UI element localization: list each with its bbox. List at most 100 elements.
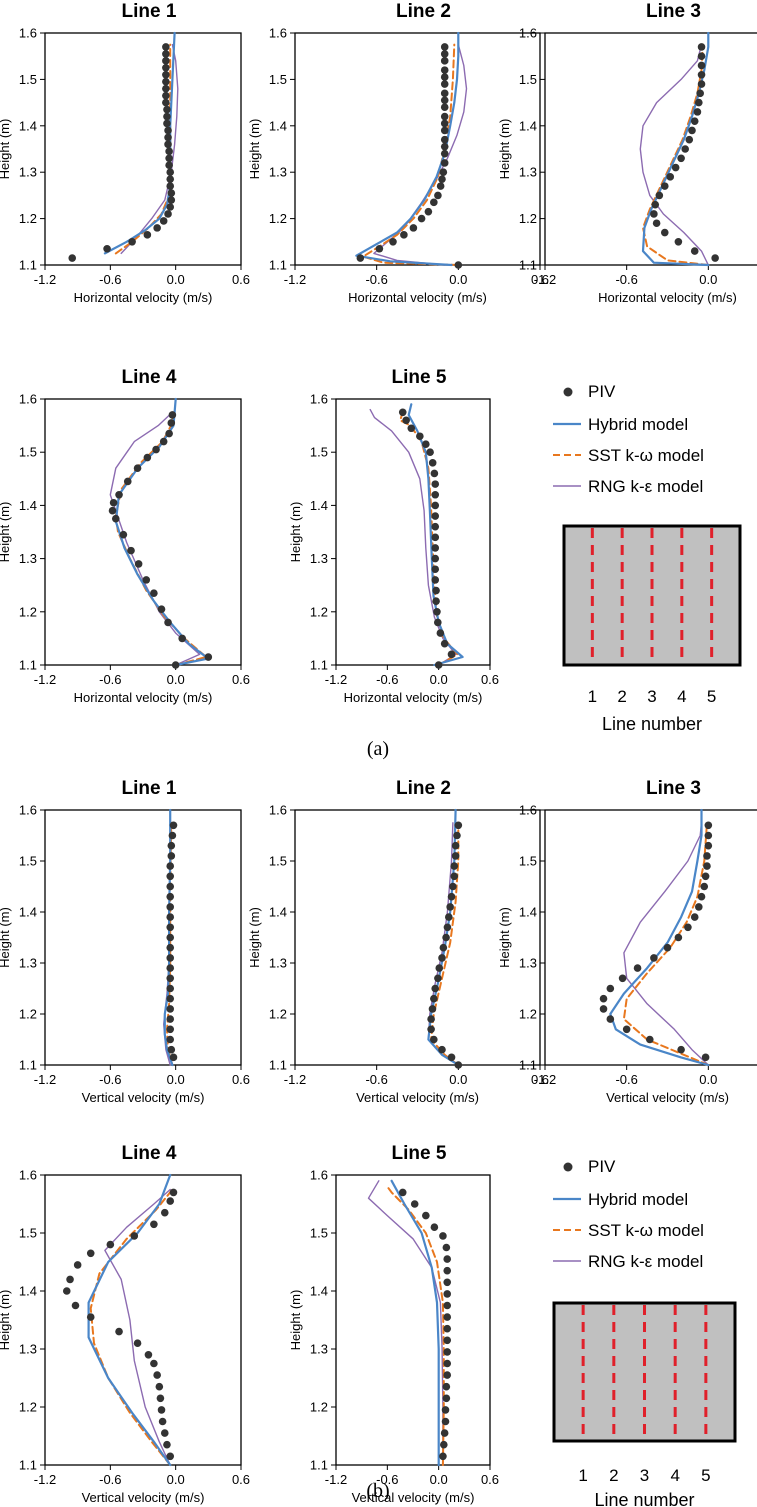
plot-frame [44,1174,242,1466]
line-diagram: 1 2 3 4 5 Line number [562,524,742,734]
y-tick-label: 1.3 [269,956,287,971]
series-sst-line [114,411,208,666]
piv-point [450,862,459,870]
piv-point [144,1351,153,1359]
piv-point [440,89,449,98]
piv-point [704,841,713,850]
piv-point [701,1053,710,1062]
piv-point [447,650,456,659]
y-tick-label: 1.1 [269,258,287,273]
y-axis-label: Height (m) [0,1290,12,1351]
y-tick-label: 1.2 [19,1400,37,1415]
plot-frame [544,32,757,266]
piv-point [424,207,433,216]
x-tick-label: -1.2 [325,672,347,687]
piv-point [142,576,151,584]
piv-point [453,831,461,840]
piv-point [157,1406,166,1414]
x-tick-label: 0.0 [449,272,467,287]
piv-point [426,448,434,457]
piv-point [451,841,460,850]
series-rng-line [623,822,709,1066]
series-rng-line [104,1188,171,1466]
x-tick-label: -0.6 [99,1472,121,1487]
piv-point [123,477,132,486]
x-tick-label: 0.0 [167,672,185,687]
y-tick-label: 1.1 [310,1458,328,1473]
piv-point [133,1339,142,1347]
piv-point [166,964,175,972]
piv-point [150,589,158,597]
y-tick-label: 1.1 [310,658,328,673]
piv-point [438,175,446,183]
piv-point [427,1015,435,1023]
piv-point [166,994,175,1003]
y-tick-label: 1.5 [19,445,37,460]
piv-point [106,1240,115,1249]
piv-point [700,882,709,891]
piv-point [166,984,175,993]
piv-point [428,1005,437,1013]
piv-point [436,182,445,190]
piv-point [166,974,175,983]
series-sst-line [89,1188,174,1466]
series-hybrid-line [609,808,710,1067]
x-tick-label: -0.6 [99,272,121,287]
piv-point [440,126,449,135]
piv-point [430,1223,439,1231]
y-tick-label: 1.3 [519,956,537,971]
legend-label: Hybrid model [588,1190,688,1209]
piv-point [442,1394,451,1403]
piv-point [167,1045,176,1054]
piv-point [166,1005,175,1013]
line-number-label: 2 [609,1466,618,1485]
piv-point [677,1045,685,1054]
piv-point [454,1061,463,1069]
piv-point [440,1429,449,1437]
legend-label: SST k-ω model [588,1221,704,1240]
piv-point [633,964,642,972]
x-tick-label: 0.0 [699,272,717,287]
x-tick-label: -1.2 [284,1072,306,1087]
plot-frame [335,1174,491,1466]
piv-point [430,1035,438,1044]
series-hybrid-line [114,397,210,667]
y-tick-label: 1.3 [269,165,287,180]
piv-point [440,119,449,128]
y-tick-label: 1.3 [19,1342,37,1357]
piv-point [441,1417,450,1426]
piv-point [440,50,449,58]
piv-point [431,576,440,584]
x-axis-label: Vertical velocity (m/s) [606,1090,729,1105]
piv-point [356,254,365,262]
y-axis-label: Height (m) [0,119,12,180]
piv-point [697,80,706,88]
piv-point [162,91,170,100]
legend-label: RNG k-ε model [588,1252,703,1271]
piv-point [156,1394,165,1403]
y-tick-label: 1.5 [19,72,37,87]
y-tick-label: 1.4 [19,905,37,920]
series-hybrid-line [355,31,460,267]
piv-point [166,175,175,183]
x-axis-label: Vertical velocity (m/s) [82,1090,205,1105]
piv-point [150,1220,158,1229]
piv-point [155,1382,164,1391]
piv-point [86,1249,95,1258]
y-tick-label: 1.5 [19,854,37,869]
x-tick-label: -0.6 [365,272,387,287]
panel-1: -1.2 -0.6 0.0 0.6 1.1 1.2 1.3 1.4 1.5 1.6 Horizont… [0,1,250,305]
piv-point [440,149,449,158]
y-tick-label: 1.5 [269,72,287,87]
piv-point [134,560,143,568]
y-tick-label: 1.6 [19,26,37,41]
piv-point [431,565,440,574]
piv-point [440,639,449,648]
piv-point [440,80,449,88]
piv-point [438,1045,446,1054]
piv-point [166,1035,175,1044]
y-tick-label: 1.6 [310,1168,328,1183]
piv-point [165,161,173,170]
piv-point [431,984,439,993]
piv-point [434,661,443,669]
